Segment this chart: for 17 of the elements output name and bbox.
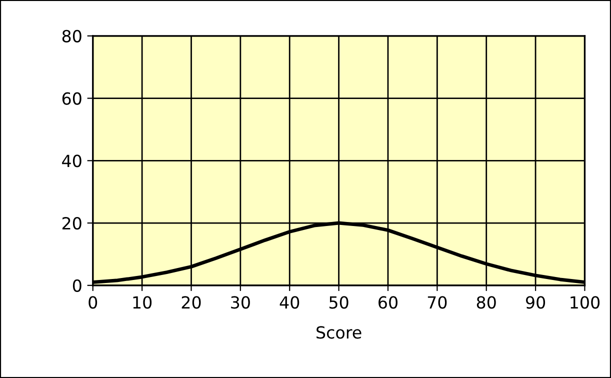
x-tick-label: 90 — [526, 296, 546, 309]
x-tick-label: 100 — [570, 296, 600, 309]
x-tick-label: 10 — [133, 296, 152, 309]
y-tick-label: 60 — [62, 92, 82, 105]
x-tick-label: 70 — [428, 296, 447, 309]
x-tick-label: 30 — [231, 296, 250, 309]
y-tick-label: 0 — [72, 279, 82, 292]
x-tick-label: 60 — [378, 296, 398, 309]
x-tick-label: 0 — [88, 296, 98, 309]
y-tick-label: 20 — [62, 216, 82, 230]
x-tick-label: 40 — [280, 296, 300, 309]
x-tick-label: 20 — [182, 296, 201, 309]
x-tick-label: 50 — [329, 296, 348, 309]
y-tick-label: 40 — [62, 154, 82, 168]
x-tick-label: 80 — [476, 296, 496, 309]
y-tick-label: 80 — [62, 30, 82, 42]
x-axis-title: Score — [316, 326, 362, 339]
